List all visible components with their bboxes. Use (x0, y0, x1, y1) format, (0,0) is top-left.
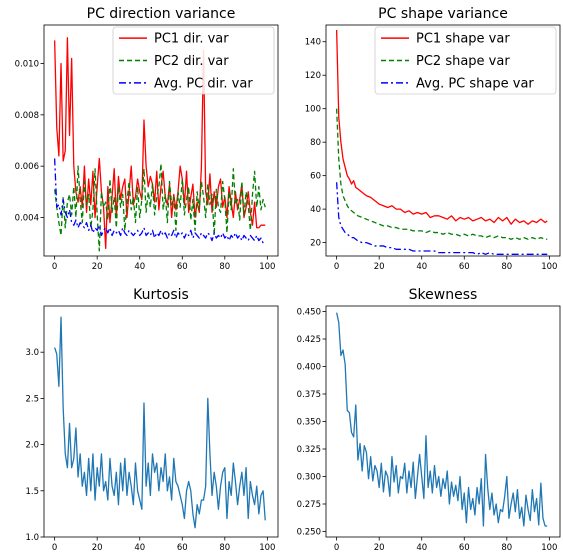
legend-box (374, 26, 557, 95)
x-tick-label: 60 (459, 543, 470, 553)
x-tick-label: 0 (334, 262, 339, 272)
y-tick-label: 80 (310, 138, 321, 148)
x-tick-label: 20 (92, 262, 103, 272)
y-tick-label: 2.0 (25, 441, 39, 451)
y-tick-label: 0.375 (297, 390, 321, 400)
y-tick-label: 0.400 (297, 363, 321, 373)
x-tick-label: 80 (501, 262, 512, 272)
y-tick-label: 0.250 (297, 528, 321, 538)
x-tick-label: 80 (219, 262, 230, 272)
legend-label-0: PC1 dir. var (154, 32, 229, 47)
x-tick-label: 60 (177, 262, 188, 272)
y-tick-label: 0.004 (15, 214, 39, 224)
x-tick-label: 0 (334, 543, 339, 553)
y-tick-label: 0.300 (297, 473, 321, 483)
y-tick-label: 100 (305, 105, 321, 115)
series-line-2 (335, 182, 548, 255)
legend-label-2: Avg. PC dir. var (154, 76, 253, 91)
x-tick-label: 100 (541, 543, 557, 553)
series-line-0 (336, 312, 548, 527)
chart-skewness: Skewness 0 20 40 60 80 100 0.250 0.275 0.300 0.325… (297, 287, 561, 553)
y-tick-label: 1.0 (25, 533, 39, 543)
chart-title: Skewness (409, 287, 478, 303)
y-tick-label: 20 (310, 239, 321, 249)
series-line-1 (335, 108, 548, 240)
y-tick-label: 1.5 (25, 487, 39, 497)
chart-pc-direction-variance: PC direction variance 0 20 40 60 80 100 0.004 0.… (15, 6, 279, 272)
axes-frame (325, 24, 561, 257)
x-tick-label: 20 (92, 543, 103, 553)
x-tick-label: 100 (541, 262, 557, 272)
series-line-0 (54, 316, 266, 529)
series-line-0 (335, 30, 548, 225)
legend: PC1 dir. var PC2 dir. var Avg. PC dir. var (112, 26, 275, 95)
y-tick-label: 60 (310, 172, 321, 182)
y-tick-label: 0.450 (297, 308, 321, 318)
legend-label-1: PC2 dir. var (154, 54, 229, 69)
y-tick-label: 120 (305, 71, 321, 81)
x-tick-label: 80 (501, 543, 512, 553)
y-tick-label: 2.5 (25, 394, 39, 404)
x-tick-label: 100 (259, 262, 275, 272)
x-tick-label: 60 (177, 543, 188, 553)
axes-frame (43, 24, 279, 257)
series-line-2 (53, 158, 266, 244)
series-line-1 (53, 162, 266, 252)
y-tick-label: 0.010 (15, 60, 39, 70)
x-tick-label: 40 (416, 543, 427, 553)
legend: PC1 shape var PC2 shape var Avg. PC shape … (374, 26, 557, 95)
x-tick-label: 0 (52, 543, 57, 553)
y-tick-label: 0.350 (297, 418, 321, 428)
y-tick-label: 140 (305, 38, 321, 48)
x-tick-label: 80 (219, 543, 230, 553)
x-tick-label: 0 (52, 262, 57, 272)
x-tick-label: 20 (374, 262, 385, 272)
chart-title: Kurtosis (133, 287, 189, 303)
chart-kurtosis: Kurtosis 0 20 40 60 80 100 1.0 1.5 2.0 2.5 3.0 (25, 287, 279, 553)
x-tick-label: 40 (416, 262, 427, 272)
x-tick-label: 40 (134, 262, 145, 272)
legend-box (112, 26, 275, 95)
chart-title: PC direction variance (87, 6, 236, 22)
y-tick-label: 0.275 (297, 500, 321, 510)
legend-label-2: Avg. PC shape var (416, 76, 534, 91)
legend-label-0: PC1 shape var (416, 32, 510, 47)
x-tick-label: 60 (459, 262, 470, 272)
x-tick-label: 100 (259, 543, 275, 553)
legend-label-1: PC2 shape var (416, 54, 510, 69)
y-tick-label: 40 (310, 205, 321, 215)
x-tick-label: 20 (374, 543, 385, 553)
y-tick-label: 3.0 (25, 348, 39, 358)
y-tick-label: 0.325 (297, 445, 321, 455)
chart-pc-shape-variance: PC shape variance 0 20 40 60 80 100 20 40 60 80 100… (305, 6, 561, 272)
chart-title: PC shape variance (378, 6, 508, 22)
y-tick-label: 0.006 (15, 162, 39, 172)
x-tick-label: 40 (134, 543, 145, 553)
y-tick-label: 0.425 (297, 335, 321, 345)
axes-frame (43, 305, 279, 538)
y-tick-label: 0.008 (15, 111, 39, 121)
series-line-0 (53, 37, 266, 249)
